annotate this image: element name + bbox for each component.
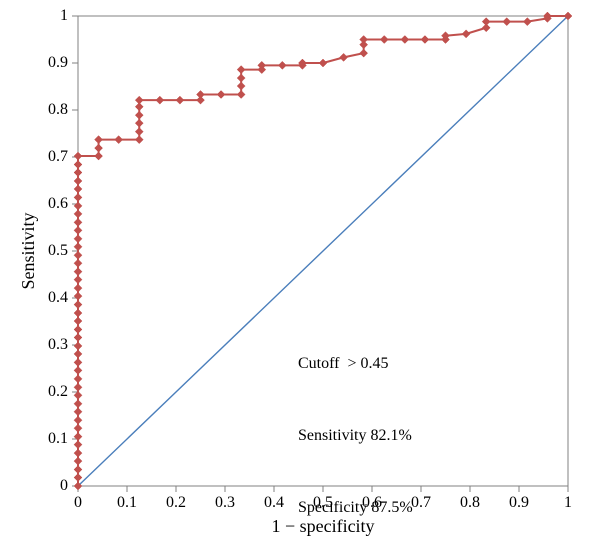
y-tick-label: 0.4 <box>48 289 68 307</box>
x-tick-label: 0.6 <box>362 494 382 512</box>
y-axis-label: Sensitivity <box>18 16 39 486</box>
x-tick-label: 0.9 <box>509 494 529 512</box>
y-tick-label: 0.7 <box>48 148 68 166</box>
x-tick-label: 0.5 <box>313 494 333 512</box>
y-tick-label: 0.5 <box>48 242 68 260</box>
y-tick-label: 1 <box>60 7 68 25</box>
x-tick-label: 1 <box>564 494 572 512</box>
y-tick-label: 0.3 <box>48 336 68 354</box>
x-tick-label: 0.2 <box>166 494 186 512</box>
x-tick-label: 0.3 <box>215 494 235 512</box>
y-tick-label: 0.6 <box>48 195 68 213</box>
roc-chart: 1 − specificity Sensitivity Cutoff > 0.4… <box>0 0 600 551</box>
y-tick-label: 0.1 <box>48 430 68 448</box>
y-tick-label: 0.9 <box>48 54 68 72</box>
y-tick-label: 0.8 <box>48 101 68 119</box>
x-tick-label: 0.1 <box>117 494 137 512</box>
x-tick-label: 0.4 <box>264 494 284 512</box>
y-tick-label: 0.2 <box>48 383 68 401</box>
roc-annotation-text: Cutoff > 0.45 Sensitivity 82.1% Specific… <box>298 304 413 551</box>
x-tick-label: 0 <box>74 494 82 512</box>
annot-line-sensitivity: Sensitivity 82.1% <box>298 424 413 448</box>
y-tick-label: 0 <box>60 477 68 495</box>
annot-line-cutoff: Cutoff > 0.45 <box>298 352 413 376</box>
x-tick-label: 0.8 <box>460 494 480 512</box>
x-tick-label: 0.7 <box>411 494 431 512</box>
